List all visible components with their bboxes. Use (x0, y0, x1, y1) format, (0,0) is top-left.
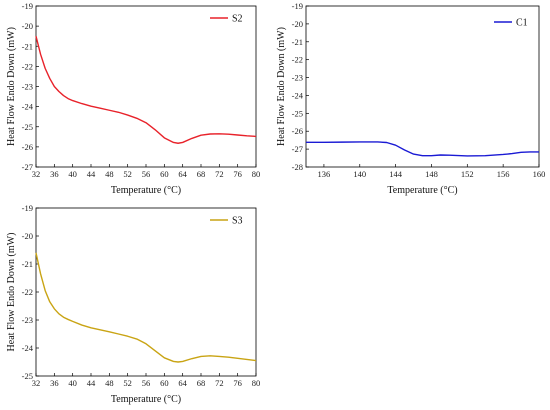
y-tick-label: -23 (22, 315, 33, 325)
y-tick-label: -23 (292, 73, 303, 83)
y-tick-label: -19 (22, 203, 33, 213)
chart-panel-2: 136 140 144 148 152 156 160 -19 -20 -21 -22 -23 -24 -… (276, 1, 545, 196)
y-tick-label: -26 (22, 142, 33, 152)
x-tick-label: 56 (142, 169, 151, 179)
y-tick-label: -26 (292, 126, 303, 136)
x-axis-label: Temperature (°C) (387, 185, 457, 196)
x-tick-label: 76 (233, 378, 242, 388)
x-tick-label: 56 (142, 378, 151, 388)
x-tick-label: 52 (123, 378, 132, 388)
x-tick-label: 32 (32, 169, 41, 179)
y-tick-label: -25 (292, 108, 303, 118)
x-tick-label: 40 (68, 378, 77, 388)
y-tick-label: -25 (22, 122, 33, 132)
x-tick-label: 60 (160, 169, 169, 179)
y-tick-label: -28 (292, 162, 303, 172)
x-axis-label: Temperature (°C) (111, 185, 181, 196)
y-axis-label: Heat Flow Endo Down (mW) (6, 27, 17, 146)
x-tick-label: 52 (123, 169, 132, 179)
x-tick-label: 44 (87, 378, 96, 388)
y-tick-label: -25 (22, 371, 33, 381)
plot-frame (305, 5, 540, 168)
y-tick-label: -21 (22, 41, 33, 51)
legend-label: S2 (232, 14, 243, 25)
y-tick-label: -24 (22, 102, 34, 112)
chart-panel-3: 32 36 40 44 48 52 56 60 64 68 72 76 80 -19 -20 -21 -22 -2… (6, 203, 260, 405)
x-tick-label: 32 (32, 378, 41, 388)
y-tick-label: -22 (22, 61, 33, 71)
y-axis-label: Heat Flow Endo Down (mW) (276, 27, 287, 146)
y-tick-label: -20 (22, 21, 33, 31)
series-line-c1 (306, 141, 539, 157)
y-tick-label: -19 (22, 1, 33, 11)
x-tick-label: 64 (178, 378, 187, 388)
x-tick-label: 68 (197, 378, 206, 388)
x-tick-label: 72 (215, 169, 224, 179)
plot-frame (35, 207, 257, 377)
y-tick-label: -21 (22, 259, 33, 269)
x-tick-label: 148 (425, 169, 438, 179)
x-tick-label: 64 (178, 169, 187, 179)
x-tick-label: 60 (160, 378, 169, 388)
x-axis-label: Temperature (°C) (111, 394, 181, 405)
x-tick-label: 80 (252, 378, 261, 388)
x-tick-label: 140 (353, 169, 366, 179)
y-tick-label: -22 (292, 55, 303, 65)
x-tick-label: 68 (197, 169, 206, 179)
chart-panel-1: 32 36 40 44 48 52 56 60 64 68 72 76 80 -19 -20 -21 -22 -2… (6, 1, 260, 196)
y-tick-label: -19 (292, 1, 303, 11)
y-tick-label: -24 (292, 90, 304, 100)
y-tick-label: -24 (22, 343, 34, 353)
x-tick-label: 48 (105, 169, 114, 179)
x-tick-label: 36 (50, 169, 59, 179)
legend-label: C1 (516, 18, 528, 29)
plot-frame (35, 5, 257, 168)
x-tick-label: 76 (233, 169, 242, 179)
x-tick-label: 144 (389, 169, 403, 179)
x-tick-label: 36 (50, 378, 59, 388)
x-tick-label: 40 (68, 169, 77, 179)
x-tick-label: 136 (318, 169, 331, 179)
y-tick-label: -21 (292, 37, 303, 47)
y-tick-label: -27 (292, 144, 303, 154)
y-axis-label: Heat Flow Endo Down (mW) (6, 233, 17, 352)
y-tick-label: -23 (22, 82, 33, 92)
x-tick-label: 160 (533, 169, 546, 179)
y-tick-label: -27 (22, 162, 33, 172)
x-tick-label: 48 (105, 378, 114, 388)
x-tick-label: 72 (215, 378, 224, 388)
y-tick-label: -22 (22, 287, 33, 297)
series-line-s3 (35, 252, 257, 363)
x-tick-label: 80 (252, 169, 261, 179)
y-tick-label: -20 (22, 231, 33, 241)
x-tick-label: 156 (497, 169, 510, 179)
x-tick-label: 44 (87, 169, 96, 179)
x-tick-label: 152 (461, 169, 474, 179)
y-tick-label: -20 (292, 19, 303, 29)
legend-label: S3 (232, 216, 243, 227)
series-line-s2 (35, 36, 257, 144)
